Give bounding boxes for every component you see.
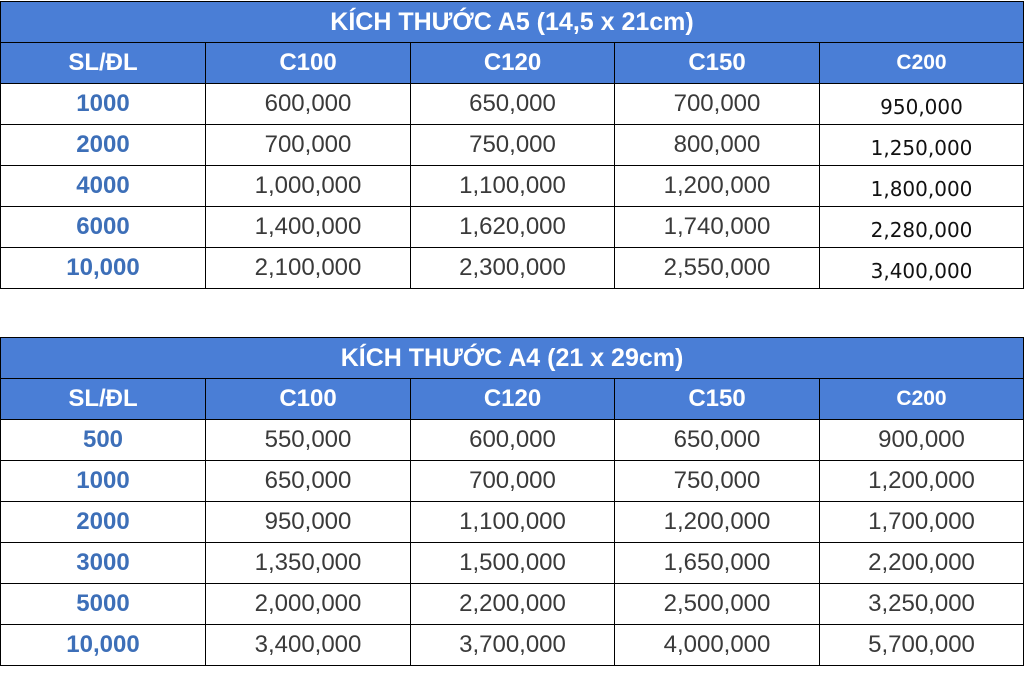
table-row: 10,000 3,400,000 3,700,000 4,000,000 5,7… <box>0 624 1024 666</box>
price-cell: 2,100,000 <box>205 247 411 289</box>
table-title-row: KÍCH THƯỚC A4 (21 x 29cm) <box>0 337 1024 379</box>
price-table-a4: KÍCH THƯỚC A4 (21 x 29cm) SL/ĐL C100 C12… <box>0 337 1024 666</box>
price-cell: 950,000 <box>205 501 411 543</box>
quantity-cell: 4000 <box>0 165 206 207</box>
quantity-cell: 3000 <box>0 542 206 584</box>
price-cell: 3,400,000 <box>205 624 411 666</box>
price-cell: 1,400,000 <box>205 206 411 248</box>
price-cell: 1,740,000 <box>614 206 820 248</box>
quantity-cell: 1000 <box>0 460 206 502</box>
quantity-cell: 2000 <box>0 501 206 543</box>
price-cell: 1,100,000 <box>410 165 615 207</box>
price-cell: 2,000,000 <box>205 583 411 625</box>
quantity-cell: 10,000 <box>0 247 206 289</box>
price-cell: 550,000 <box>205 419 411 461</box>
price-cell: 1,700,000 <box>818 501 1024 543</box>
price-cell: 2,200,000 <box>410 583 615 625</box>
table-title-row: KÍCH THƯỚC A5 (14,5 x 21cm) <box>0 1 1024 43</box>
quantity-cell: 6000 <box>0 206 206 248</box>
price-cell: 900,000 <box>818 419 1024 461</box>
column-header-c200: C200 <box>818 378 1024 420</box>
price-cell: 750,000 <box>614 460 820 502</box>
column-header-c150: C150 <box>614 378 820 420</box>
table-row: 10,000 2,100,000 2,300,000 2,550,000 3,4… <box>0 247 1024 289</box>
price-cell: 5,700,000 <box>818 624 1024 666</box>
price-cell: 2,200,000 <box>818 542 1024 584</box>
column-header-c120: C120 <box>410 378 615 420</box>
column-header-c120: C120 <box>410 42 615 84</box>
price-table-a5: KÍCH THƯỚC A5 (14,5 x 21cm) SL/ĐL C100 C… <box>0 1 1024 289</box>
column-header-c200: C200 <box>818 42 1024 84</box>
table-row: 5000 2,000,000 2,200,000 2,500,000 3,250… <box>0 583 1024 625</box>
column-header-row: SL/ĐL C100 C120 C150 C200 <box>0 378 1024 420</box>
price-cell: 1,000,000 <box>205 165 411 207</box>
price-cell: 1,800,000 <box>818 165 1024 207</box>
price-cell: 650,000 <box>614 419 820 461</box>
price-cell: 800,000 <box>614 124 820 166</box>
column-header-row: SL/ĐL C100 C120 C150 C200 <box>0 42 1024 84</box>
column-header-c100: C100 <box>205 42 411 84</box>
price-cell: 1,650,000 <box>614 542 820 584</box>
price-cell: 1,250,000 <box>818 124 1024 166</box>
table-row: 500 550,000 600,000 650,000 900,000 <box>0 419 1024 461</box>
price-cell: 2,280,000 <box>818 206 1024 248</box>
table-row: 4000 1,000,000 1,100,000 1,200,000 1,800… <box>0 165 1024 207</box>
price-cell: 1,200,000 <box>614 501 820 543</box>
price-cell: 1,350,000 <box>205 542 411 584</box>
quantity-cell: 10,000 <box>0 624 206 666</box>
price-cell: 3,250,000 <box>818 583 1024 625</box>
price-cell: 650,000 <box>410 83 615 125</box>
price-cell: 1,620,000 <box>410 206 615 248</box>
column-header-c100: C100 <box>205 378 411 420</box>
price-cell: 3,700,000 <box>410 624 615 666</box>
price-cell: 700,000 <box>410 460 615 502</box>
table-title: KÍCH THƯỚC A4 (21 x 29cm) <box>0 337 1024 379</box>
quantity-cell: 1000 <box>0 83 206 125</box>
price-cell: 3,400,000 <box>818 247 1024 289</box>
quantity-cell: 5000 <box>0 583 206 625</box>
price-cell: 600,000 <box>410 419 615 461</box>
price-cell: 700,000 <box>205 124 411 166</box>
price-cell: 1,500,000 <box>410 542 615 584</box>
price-cell: 700,000 <box>614 83 820 125</box>
column-header-c150: C150 <box>614 42 820 84</box>
price-cell: 2,550,000 <box>614 247 820 289</box>
price-cell: 2,300,000 <box>410 247 615 289</box>
quantity-cell: 2000 <box>0 124 206 166</box>
table-title: KÍCH THƯỚC A5 (14,5 x 21cm) <box>0 1 1024 43</box>
quantity-cell: 500 <box>0 419 206 461</box>
column-header-quantity: SL/ĐL <box>0 378 206 420</box>
price-cell: 1,200,000 <box>614 165 820 207</box>
price-cell: 4,000,000 <box>614 624 820 666</box>
price-cell: 1,100,000 <box>410 501 615 543</box>
price-cell: 750,000 <box>410 124 615 166</box>
table-row: 1000 650,000 700,000 750,000 1,200,000 <box>0 460 1024 502</box>
table-row: 6000 1,400,000 1,620,000 1,740,000 2,280… <box>0 206 1024 248</box>
column-header-quantity: SL/ĐL <box>0 42 206 84</box>
table-row: 1000 600,000 650,000 700,000 950,000 <box>0 83 1024 125</box>
price-cell: 950,000 <box>818 83 1024 125</box>
table-row: 3000 1,350,000 1,500,000 1,650,000 2,200… <box>0 542 1024 584</box>
table-row: 2000 950,000 1,100,000 1,200,000 1,700,0… <box>0 501 1024 543</box>
table-row: 2000 700,000 750,000 800,000 1,250,000 <box>0 124 1024 166</box>
price-cell: 600,000 <box>205 83 411 125</box>
price-cell: 1,200,000 <box>818 460 1024 502</box>
price-cell: 650,000 <box>205 460 411 502</box>
price-cell: 2,500,000 <box>614 583 820 625</box>
